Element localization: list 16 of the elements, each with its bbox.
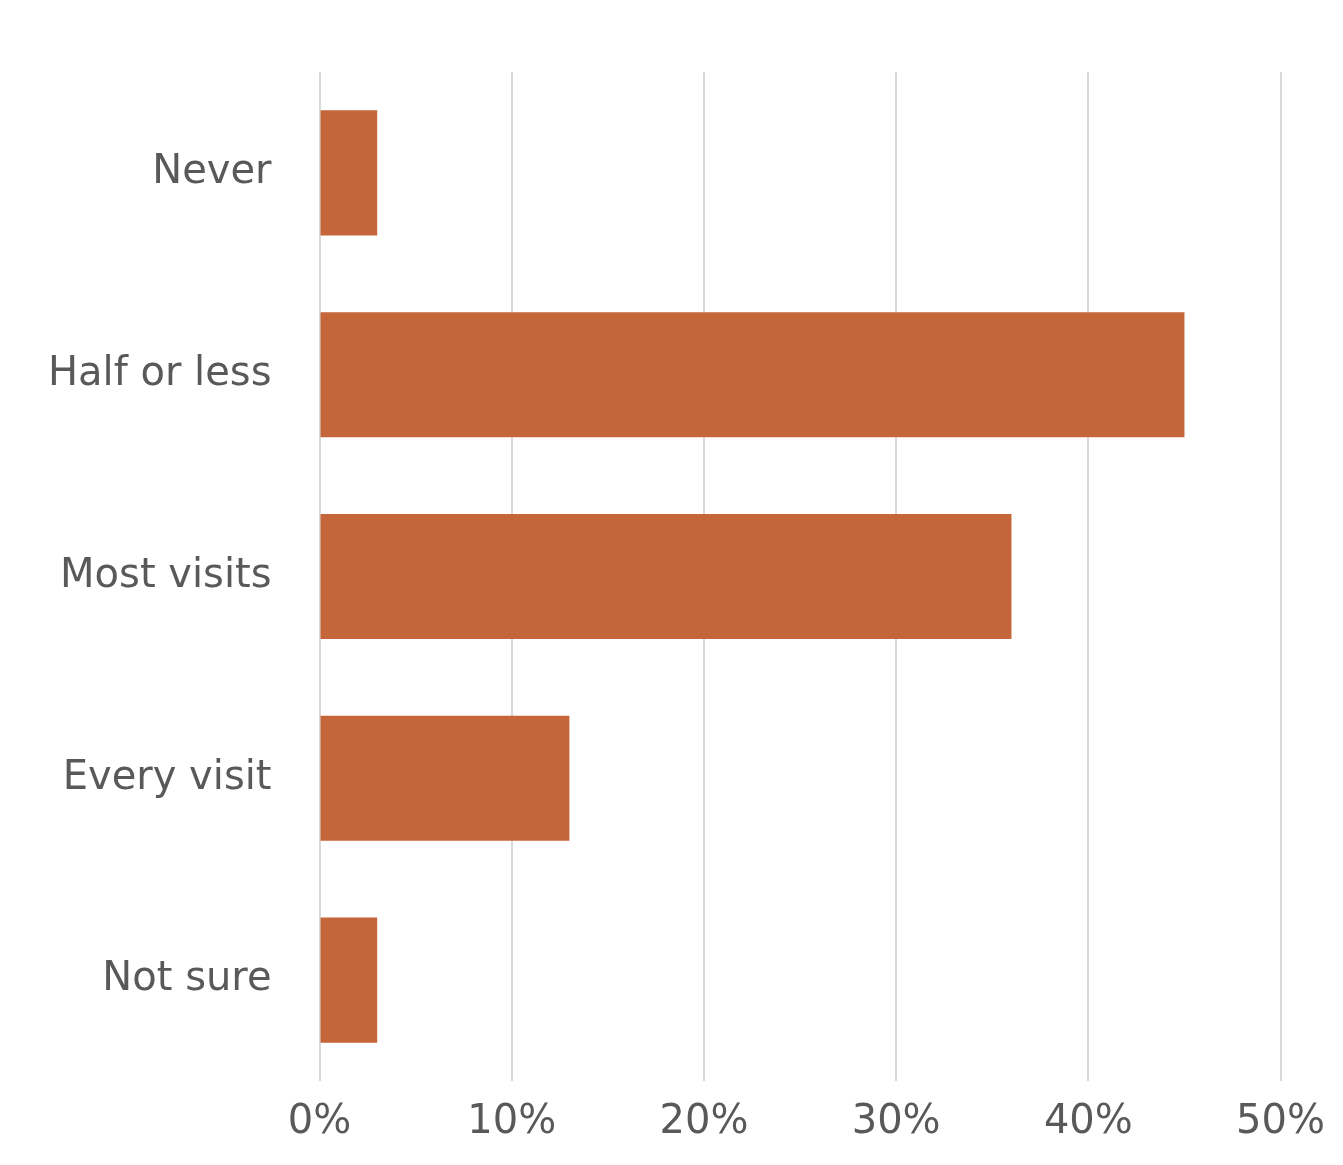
x-tick-label: 10% bbox=[467, 1096, 557, 1143]
bar bbox=[320, 110, 378, 236]
bar bbox=[320, 715, 570, 841]
y-tick-label: Half or less bbox=[47, 348, 272, 395]
y-tick-label: Most visits bbox=[60, 549, 272, 596]
x-tick-label: 30% bbox=[851, 1096, 941, 1143]
x-tick-label: 50% bbox=[1236, 1096, 1325, 1143]
x-tick-label: 0% bbox=[287, 1096, 352, 1143]
x-tick-label: 20% bbox=[659, 1096, 749, 1143]
bar bbox=[320, 312, 1185, 438]
y-tick-label: Never bbox=[152, 146, 273, 193]
bar bbox=[320, 917, 378, 1043]
x-tick-label: 40% bbox=[1043, 1096, 1133, 1143]
y-tick-label: Every visit bbox=[62, 751, 272, 798]
bar bbox=[320, 513, 1012, 640]
y-tick-label: Not sure bbox=[102, 953, 272, 1000]
